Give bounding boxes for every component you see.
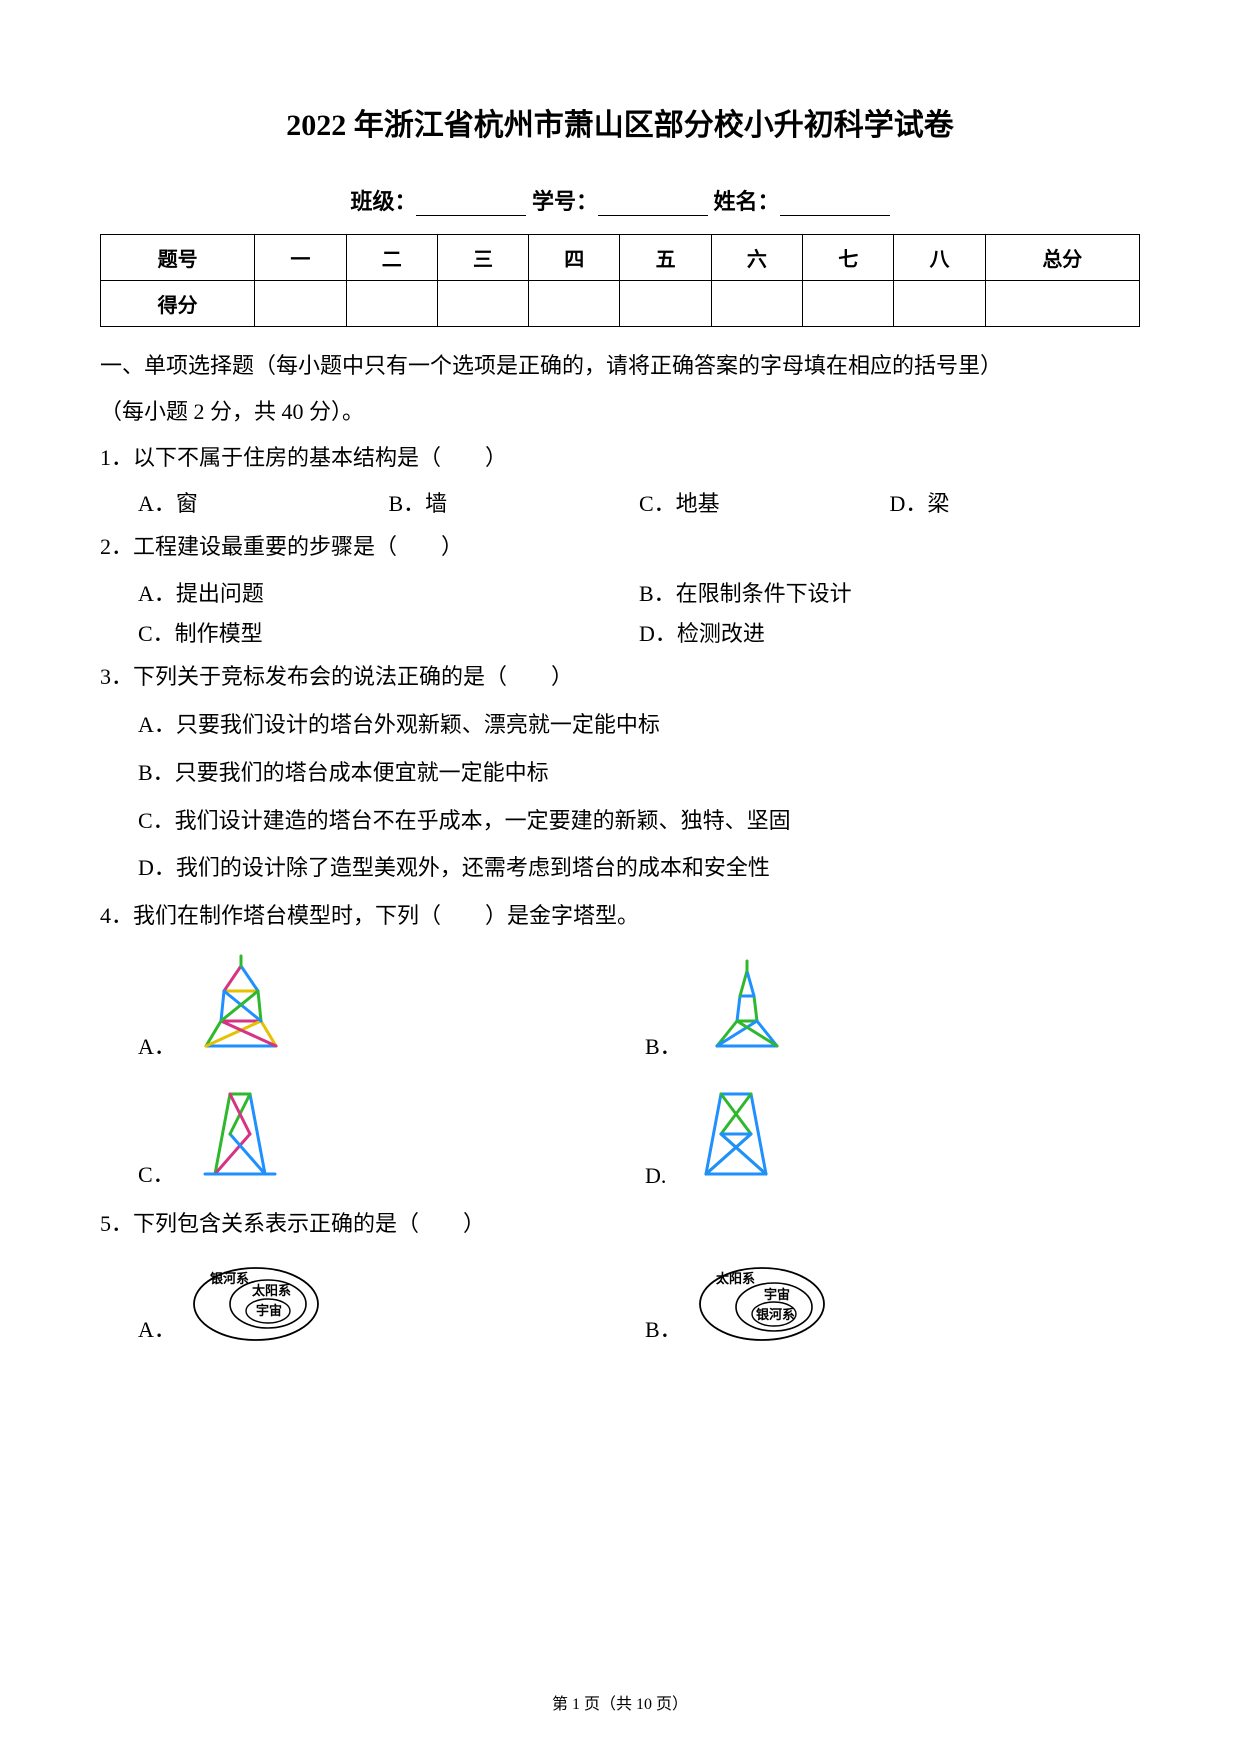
q4-opt-b: B．: [645, 951, 1140, 1061]
col-3: 三: [437, 235, 528, 281]
venn-b-mid: 宇宙: [764, 1287, 790, 1302]
col-head-num: 题号: [101, 235, 255, 281]
q3-stem: 3．下列关于竞标发布会的说法正确的是（ ）: [100, 656, 1140, 698]
venn-b-inner: 银河系: [756, 1307, 795, 1322]
page-footer: 第 1 页（共 10 页）: [0, 1690, 1240, 1714]
score-table-header-row: 题号 一 二 三 四 五 六 七 八 总分: [101, 235, 1140, 281]
q4-options: A． B． C． D.: [100, 951, 1140, 1189]
q2-opt-c: C．制作模型: [138, 616, 639, 648]
score-cell[interactable]: [437, 281, 528, 327]
exam-page: 2022 年浙江省杭州市萧山区部分校小升初科学试卷 班级： 学号： 姓名： 题号…: [0, 0, 1240, 1754]
q5-stem: 5．下列包含关系表示正确的是（ ）: [100, 1203, 1140, 1245]
score-cell[interactable]: [985, 281, 1139, 327]
col-5: 五: [620, 235, 711, 281]
q1-options: A．窗 B．墙 C．地基 D．梁: [100, 482, 1140, 522]
q1-opt-b: B．墙: [389, 486, 640, 518]
q5-opt-b: B． 太阳系 宇宙 银河系: [645, 1259, 1140, 1344]
q4-b-label: B．: [645, 1029, 682, 1061]
col-7: 七: [803, 235, 894, 281]
q1-opt-a: A．窗: [138, 486, 389, 518]
class-label: 班级：: [350, 189, 416, 214]
q4-d-label: D.: [645, 1163, 671, 1189]
q1-opt-c: C．地基: [639, 486, 890, 518]
col-2: 二: [346, 235, 437, 281]
q2-options: A．提出问题 B．在限制条件下设计 C．制作模型 D．检测改进: [100, 572, 1140, 652]
col-4: 四: [529, 235, 620, 281]
tower-b-icon: [692, 951, 802, 1061]
venn-a-inner: 宇宙: [256, 1303, 282, 1318]
page-title: 2022 年浙江省杭州市萧山区部分校小升初科学试卷: [100, 100, 1140, 144]
venn-a-icon: 银河系 太阳系 宇宙: [186, 1259, 326, 1344]
page-number: 第 1 页（共 10 页）: [552, 1696, 688, 1713]
col-6: 六: [711, 235, 802, 281]
q4-stem: 4．我们在制作塔台模型时，下列（ ）是金字塔型。: [100, 895, 1140, 937]
score-cell[interactable]: [620, 281, 711, 327]
q4-opt-a: A．: [138, 951, 633, 1061]
q2-stem: 2．工程建设最重要的步骤是（ ）: [100, 526, 1140, 568]
id-blank[interactable]: [598, 194, 708, 216]
student-info-line: 班级： 学号： 姓名：: [100, 184, 1140, 216]
venn-b-icon: 太阳系 宇宙 银河系: [692, 1259, 832, 1344]
q4-a-label: A．: [138, 1029, 176, 1061]
q5-b-label: B．: [645, 1312, 682, 1344]
q2-opt-b: B．在限制条件下设计: [639, 576, 1140, 608]
row-head-score: 得分: [101, 281, 255, 327]
name-blank[interactable]: [780, 194, 890, 216]
q1-opt-d: D．梁: [890, 486, 1141, 518]
section-heading-line1: 一、单项选择题（每小题中只有一个选项是正确的，请将正确答案的字母填在相应的括号里…: [100, 345, 1140, 387]
score-cell[interactable]: [346, 281, 437, 327]
col-8: 八: [894, 235, 985, 281]
q5-a-label: A．: [138, 1312, 176, 1344]
venn-a-outer: 银河系: [210, 1271, 249, 1286]
q4-opt-c: C．: [138, 1079, 633, 1189]
name-label: 姓名：: [714, 189, 780, 214]
q1-stem: 1．以下不属于住房的基本结构是（ ）: [100, 437, 1140, 479]
section-heading-line2: （每小题 2 分，共 40 分）。: [100, 391, 1140, 433]
q3-options: A．只要我们设计的塔台外观新颖、漂亮就一定能中标 B．只要我们的塔台成本便宜就一…: [100, 704, 1140, 889]
q3-opt-a: A．只要我们设计的塔台外观新颖、漂亮就一定能中标: [138, 704, 1140, 746]
q4-opt-d: D.: [645, 1079, 1140, 1189]
q3-opt-d: D．我们的设计除了造型美观外，还需考虑到塔台的成本和安全性: [138, 847, 1140, 889]
score-cell[interactable]: [529, 281, 620, 327]
q3-opt-c: C．我们设计建造的塔台不在乎成本，一定要建的新颖、独特、坚固: [138, 800, 1140, 842]
venn-b-outer: 太阳系: [715, 1271, 755, 1286]
score-cell[interactable]: [711, 281, 802, 327]
class-blank[interactable]: [416, 194, 526, 216]
tower-a-icon: [186, 951, 296, 1061]
score-table-score-row: 得分: [101, 281, 1140, 327]
venn-a-mid: 太阳系: [251, 1283, 291, 1298]
q3-opt-b: B．只要我们的塔台成本便宜就一定能中标: [138, 752, 1140, 794]
q2-opt-a: A．提出问题: [138, 576, 639, 608]
q5-opt-a: A． 银河系 太阳系 宇宙: [138, 1259, 633, 1344]
score-table: 题号 一 二 三 四 五 六 七 八 总分 得分: [100, 234, 1140, 327]
score-cell[interactable]: [803, 281, 894, 327]
score-cell[interactable]: [894, 281, 985, 327]
col-total: 总分: [985, 235, 1139, 281]
col-1: 一: [255, 235, 346, 281]
q5-options: A． 银河系 太阳系 宇宙 B． 太阳系 宇宙 银河系: [100, 1259, 1140, 1344]
tower-d-icon: [681, 1079, 791, 1189]
q4-c-label: C．: [138, 1157, 175, 1189]
q2-opt-d: D．检测改进: [639, 616, 1140, 648]
score-cell[interactable]: [255, 281, 346, 327]
tower-c-icon: [185, 1079, 295, 1189]
id-label: 学号：: [532, 189, 598, 214]
